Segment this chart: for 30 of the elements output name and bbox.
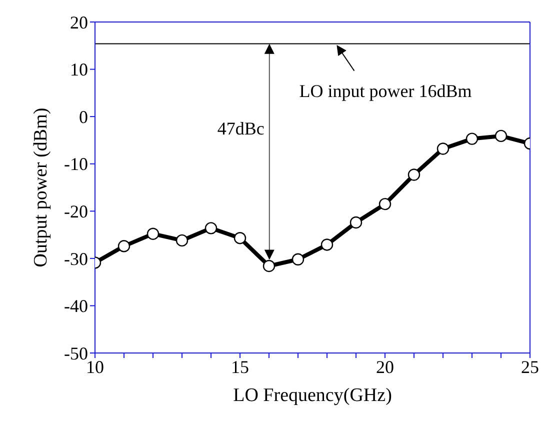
point: [146, 228, 160, 240]
point: [262, 260, 276, 272]
annotation: LO input power 16dBm: [299, 80, 472, 101]
annotation: 47dBc: [217, 118, 264, 138]
point: [466, 132, 478, 145]
y-axis-title: Output power (dBm): [30, 108, 52, 268]
point: [320, 238, 334, 251]
y-tick-label: -20: [64, 202, 88, 222]
y-tick-label: -30: [64, 248, 88, 269]
x-tick-label: 25: [521, 356, 539, 377]
y-tick-label: -10: [64, 154, 88, 174]
point: [292, 253, 304, 266]
point: [234, 232, 246, 244]
point: [176, 234, 188, 247]
point: [350, 216, 362, 229]
x-axis-title: LO Frequency(GHz): [233, 385, 392, 406]
y-tick-label: -40: [64, 296, 88, 316]
point: [436, 142, 450, 155]
point: [408, 168, 420, 181]
x-tick-label: 15: [231, 356, 249, 377]
x-tick-label: 10: [86, 356, 104, 377]
point: [204, 222, 218, 234]
point: [118, 240, 130, 252]
point: [378, 198, 392, 210]
y-tick-label: 0: [79, 106, 88, 127]
x-tick-label: 20: [376, 356, 394, 377]
y-tick-label: -50: [64, 343, 88, 364]
y-tick-label: 20: [70, 12, 88, 32]
y-tick-label: 10: [70, 60, 88, 80]
point: [494, 130, 508, 142]
